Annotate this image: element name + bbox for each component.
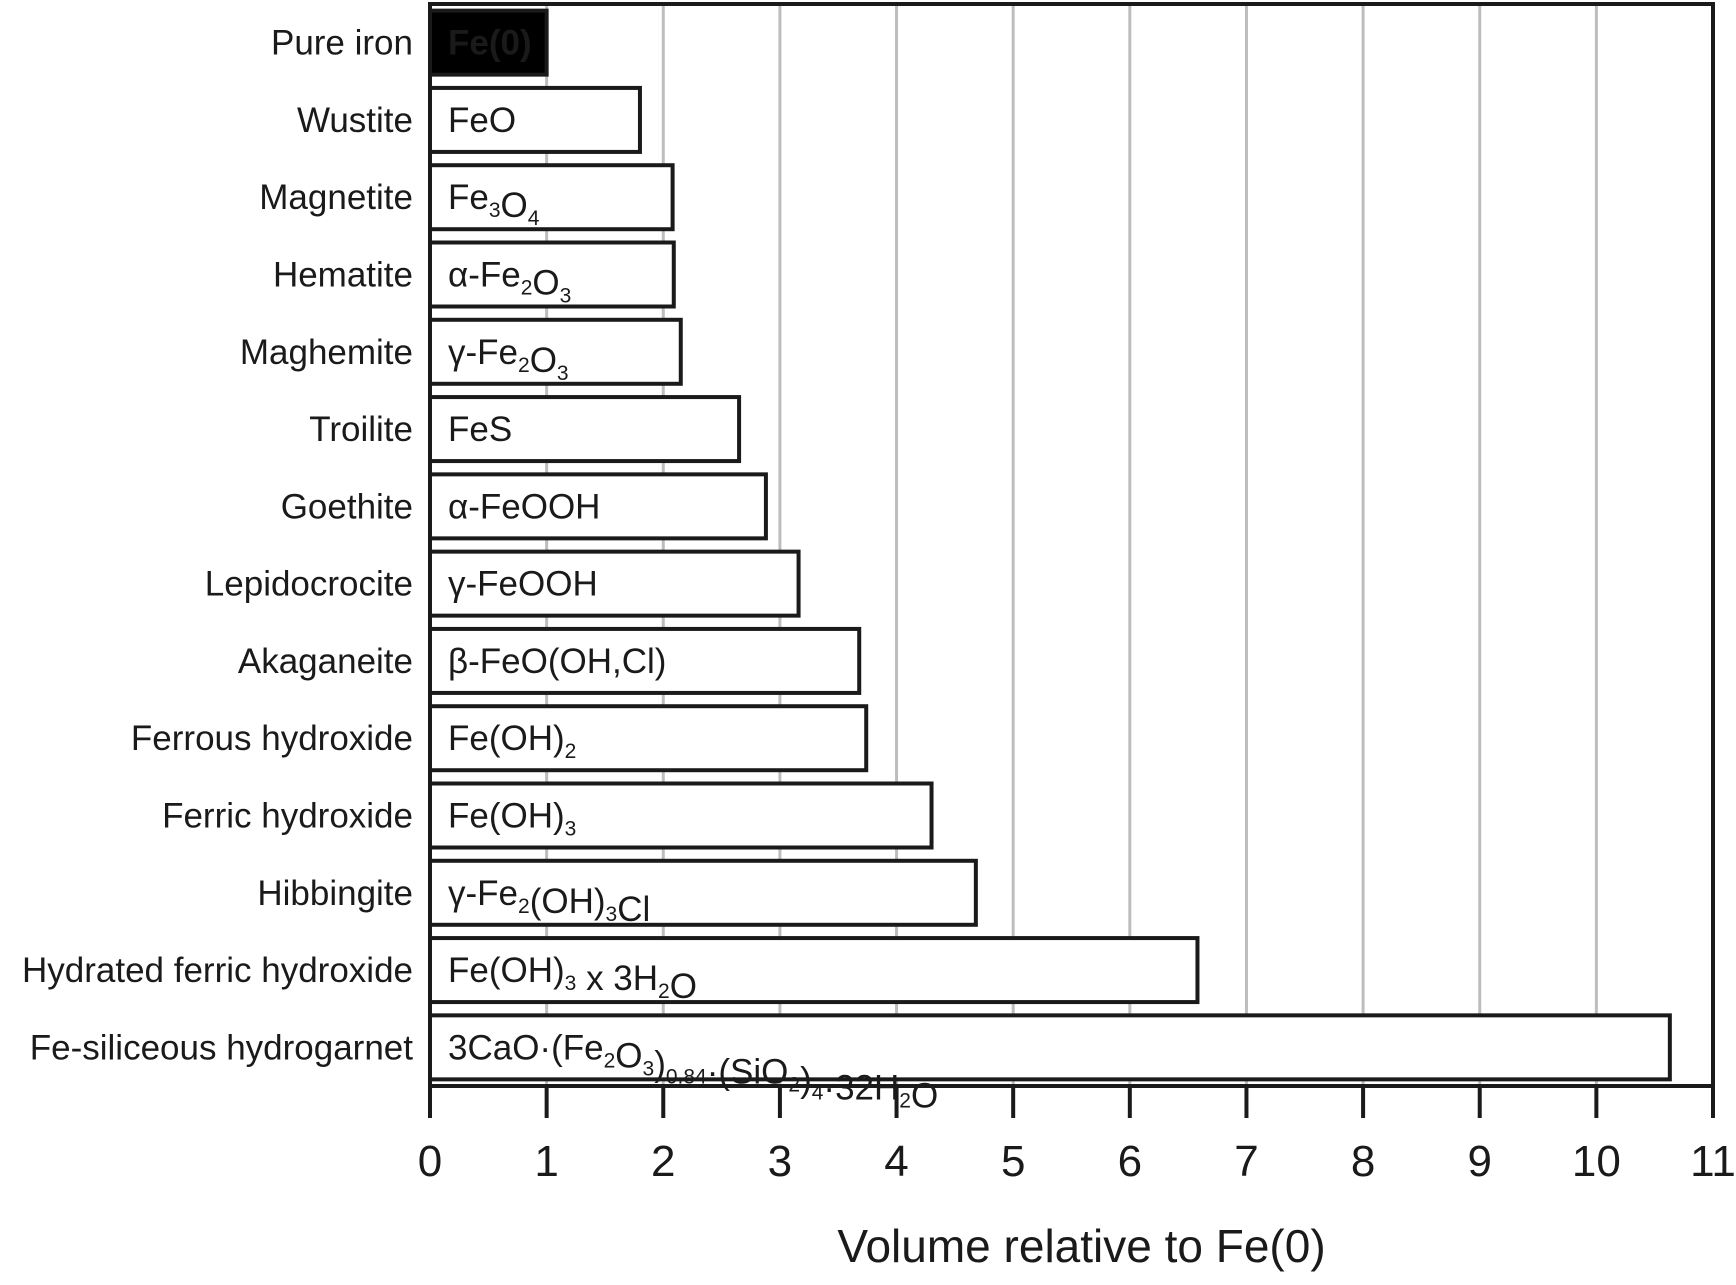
category-label: Goethite xyxy=(281,487,413,526)
x-tick-label: 2 xyxy=(651,1137,675,1186)
x-tick-label: 5 xyxy=(1001,1137,1025,1186)
x-tick-label: 10 xyxy=(1572,1137,1621,1186)
bar-label: γ-Fe2(OH)3Cl xyxy=(448,874,650,929)
bar-label: Fe(OH)3 x 3H2O xyxy=(448,951,697,1006)
x-axis-title: Volume relative to Fe(0) xyxy=(837,1220,1325,1272)
category-label: Pure iron xyxy=(271,24,413,63)
category-label: Hydrated ferric hydroxide xyxy=(22,951,413,990)
category-label: Lepidocrocite xyxy=(205,565,413,604)
bar-label: γ-Fe2O3 xyxy=(448,333,569,385)
bar-label: Fe(OH)3 xyxy=(448,797,576,841)
x-tick-label: 11 xyxy=(1690,1137,1736,1186)
category-label: Akaganeite xyxy=(238,642,413,681)
category-labels: Pure iron Wustite Magnetite Hematite Maghemi… xyxy=(22,24,413,1068)
category-label: Hibbingite xyxy=(257,874,413,913)
x-tick-label: 3 xyxy=(768,1137,792,1186)
bar-label: Fe(0) xyxy=(448,24,532,63)
bar xyxy=(428,240,676,309)
x-tick-label: 1 xyxy=(534,1137,558,1186)
bar xyxy=(428,8,549,77)
category-label: Maghemite xyxy=(240,333,413,372)
bar xyxy=(428,626,862,695)
bar-label: β-FeO(OH,Cl) xyxy=(448,642,666,681)
bar xyxy=(428,858,978,927)
x-tick-label: 8 xyxy=(1351,1137,1375,1186)
category-label: Fe-siliceous hydrogarnet xyxy=(30,1028,414,1067)
x-tick-label: 6 xyxy=(1118,1137,1142,1186)
x-axis-ticks: 0 1 2 3 4 5 6 7 8 9 10 11 xyxy=(418,1086,1736,1186)
category-label: Hematite xyxy=(273,256,413,295)
x-tick-label: 9 xyxy=(1467,1137,1491,1186)
category-label: Ferrous hydroxide xyxy=(131,719,413,758)
x-tick-label: 0 xyxy=(418,1137,442,1186)
bar xyxy=(428,472,768,541)
bar-label: α-Fe2O3 xyxy=(448,256,571,308)
bars: Fe(0) FeO Fe3O4 α-Fe2O3 γ-Fe2O3 FeS α-FeOOH γ-F… xyxy=(428,8,1672,1115)
category-label: Troilite xyxy=(309,410,413,449)
bar-label: γ-FeOOH xyxy=(448,565,598,604)
category-label: Magnetite xyxy=(259,178,413,217)
bar-label: α-FeOOH xyxy=(448,487,600,526)
bar-label: Fe(OH)2 xyxy=(448,719,576,763)
bar xyxy=(428,704,869,773)
bar-label: FeO xyxy=(448,101,516,140)
bar xyxy=(428,1013,1672,1082)
x-tick-label: 4 xyxy=(884,1137,908,1186)
x-tick-label: 7 xyxy=(1234,1137,1258,1186)
category-label: Wustite xyxy=(297,101,413,140)
plot-frame xyxy=(428,2,1715,1088)
bar-label: FeS xyxy=(448,410,512,449)
bar-label: Fe3O4 xyxy=(448,178,540,230)
category-label: Ferric hydroxide xyxy=(162,797,413,836)
